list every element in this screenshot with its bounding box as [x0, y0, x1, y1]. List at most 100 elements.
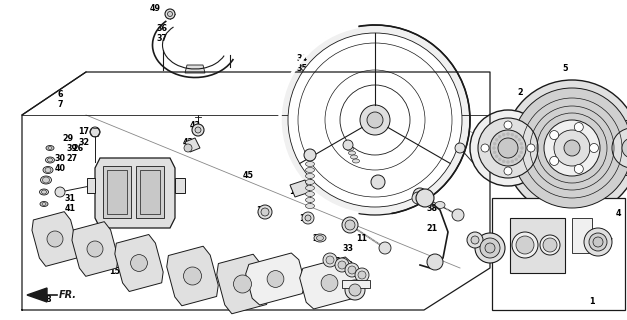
Ellipse shape	[305, 204, 315, 209]
Text: 6: 6	[57, 90, 63, 99]
Text: 11: 11	[357, 234, 367, 243]
Circle shape	[475, 233, 505, 263]
Circle shape	[360, 105, 390, 135]
Circle shape	[427, 254, 443, 270]
Circle shape	[267, 271, 284, 287]
Circle shape	[584, 228, 612, 256]
Text: 3: 3	[587, 186, 593, 195]
Circle shape	[520, 142, 523, 145]
Polygon shape	[185, 65, 205, 73]
Circle shape	[589, 233, 607, 251]
Circle shape	[345, 263, 359, 277]
Circle shape	[504, 167, 512, 175]
Text: 14: 14	[56, 244, 68, 252]
Circle shape	[480, 238, 500, 258]
Text: 24: 24	[339, 284, 350, 292]
Text: 4: 4	[615, 209, 621, 218]
Ellipse shape	[41, 176, 51, 184]
Circle shape	[604, 120, 627, 176]
Ellipse shape	[46, 157, 55, 163]
Circle shape	[471, 236, 479, 244]
Bar	[107, 170, 127, 214]
Ellipse shape	[42, 203, 46, 205]
Ellipse shape	[43, 166, 53, 173]
Ellipse shape	[347, 147, 354, 151]
Circle shape	[493, 142, 496, 145]
Text: 45: 45	[243, 171, 253, 180]
Ellipse shape	[46, 146, 54, 150]
Circle shape	[520, 151, 523, 154]
Circle shape	[511, 160, 514, 163]
Text: 10: 10	[475, 239, 485, 249]
Circle shape	[379, 242, 391, 254]
Circle shape	[589, 143, 599, 153]
Polygon shape	[510, 218, 565, 273]
Circle shape	[593, 237, 603, 247]
Polygon shape	[185, 138, 200, 152]
Text: 28: 28	[308, 167, 320, 177]
Circle shape	[612, 128, 627, 168]
Ellipse shape	[305, 191, 315, 196]
Text: 18: 18	[300, 213, 310, 222]
Text: 37: 37	[157, 34, 167, 43]
Ellipse shape	[48, 147, 52, 149]
Circle shape	[467, 232, 483, 248]
Circle shape	[478, 118, 538, 178]
Circle shape	[507, 132, 510, 135]
Polygon shape	[32, 212, 78, 266]
Text: FR.: FR.	[59, 290, 77, 300]
Circle shape	[493, 151, 496, 154]
Circle shape	[455, 143, 465, 153]
Text: 23: 23	[340, 268, 352, 276]
Circle shape	[416, 189, 434, 207]
Text: 17: 17	[78, 126, 90, 135]
Circle shape	[47, 231, 63, 247]
Circle shape	[495, 155, 498, 158]
Text: 40: 40	[55, 164, 65, 172]
Ellipse shape	[43, 177, 50, 183]
Polygon shape	[115, 235, 163, 292]
Circle shape	[349, 284, 361, 296]
Ellipse shape	[317, 236, 324, 241]
Text: 35: 35	[297, 63, 307, 73]
Circle shape	[515, 158, 518, 161]
Circle shape	[498, 158, 501, 161]
Circle shape	[515, 135, 518, 138]
Circle shape	[622, 138, 627, 158]
Circle shape	[90, 127, 100, 137]
Text: 48: 48	[347, 143, 357, 153]
Circle shape	[518, 155, 521, 158]
Ellipse shape	[40, 202, 48, 206]
Circle shape	[495, 138, 498, 141]
Bar	[140, 170, 160, 214]
Circle shape	[516, 236, 534, 254]
Polygon shape	[217, 254, 268, 314]
Circle shape	[470, 110, 546, 186]
Text: 41: 41	[65, 204, 75, 212]
Polygon shape	[175, 178, 185, 193]
Text: 19: 19	[290, 187, 300, 196]
Text: 16: 16	[256, 205, 268, 214]
Circle shape	[507, 161, 510, 164]
Ellipse shape	[41, 190, 46, 194]
Polygon shape	[300, 257, 359, 309]
Text: 26: 26	[73, 143, 83, 153]
Polygon shape	[27, 288, 47, 302]
Ellipse shape	[305, 180, 315, 185]
Text: 1: 1	[589, 298, 595, 307]
Circle shape	[512, 232, 538, 258]
Ellipse shape	[305, 186, 315, 190]
Ellipse shape	[48, 158, 53, 162]
Circle shape	[367, 112, 383, 128]
Ellipse shape	[349, 151, 356, 155]
Circle shape	[504, 80, 627, 216]
Circle shape	[371, 175, 385, 189]
Circle shape	[520, 147, 524, 149]
Circle shape	[502, 160, 505, 163]
Circle shape	[543, 238, 557, 252]
Ellipse shape	[305, 173, 315, 179]
Ellipse shape	[45, 167, 51, 172]
Text: 9: 9	[495, 247, 501, 257]
Text: 42: 42	[182, 138, 194, 147]
Circle shape	[554, 130, 590, 166]
